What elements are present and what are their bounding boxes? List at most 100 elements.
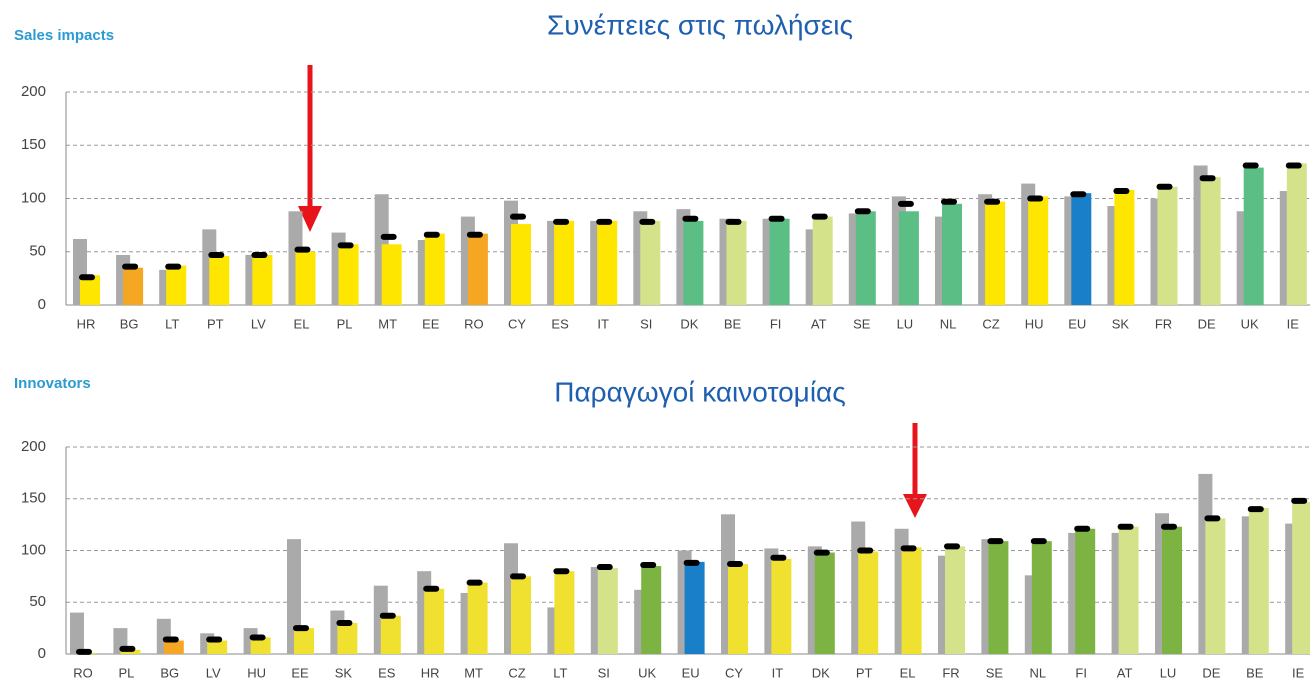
marker [1113,188,1130,195]
marker [770,554,787,561]
marker [725,218,742,225]
marker [119,645,136,652]
x-tick-label: BE [724,316,742,331]
x-tick-label: RO [464,316,484,331]
x-tick-label: HU [1025,316,1044,331]
marker [510,213,526,220]
x-tick-label: CZ [982,316,999,331]
y-tick-label: 50 [29,243,46,260]
marker [1117,523,1134,530]
x-tick-label: FR [942,665,959,680]
marker [76,648,92,655]
bar [166,265,187,305]
x-tick-label: AT [811,316,827,331]
marker [510,573,526,580]
bar [467,233,488,305]
marker [122,263,139,270]
bar [641,566,662,654]
bar [1243,167,1264,305]
x-tick-label: PL [118,665,134,680]
y-tick-label: 100 [21,189,46,206]
bar [769,218,790,305]
marker [380,233,397,240]
bar-reference [70,612,84,654]
arrow [298,65,322,232]
x-tick-label: UK [1241,316,1259,331]
bar [1028,196,1049,305]
bar [554,571,575,654]
x-tick-label: DK [812,665,830,680]
marker [553,218,570,225]
marker [941,198,957,205]
marker [596,564,613,571]
marker [337,242,354,249]
x-tick-label: EU [682,665,700,680]
bar [511,576,531,654]
x-tick-label: BG [120,316,139,331]
marker [1074,525,1091,532]
x-tick-label: IE [1292,665,1305,680]
x-tick-label: SE [986,665,1004,680]
bar [163,640,184,654]
marker [553,568,570,575]
x-tick-label: MT [378,316,397,331]
x-tick-label: SK [1112,316,1130,331]
marker [857,547,874,554]
x-tick-label: SE [853,316,871,331]
x-tick-label: MT [464,665,483,680]
bar [250,637,271,654]
chart-title: Sales impacts [14,27,114,44]
bar [985,201,1006,305]
bar [988,541,1009,654]
bar [1200,177,1221,305]
y-tick-label: 200 [21,438,46,455]
bar [1205,518,1226,654]
marker [1204,515,1221,522]
bar [1286,163,1307,305]
bar [295,251,316,305]
y-tick-label: 0 [38,296,46,313]
marker [165,263,182,270]
marker [768,215,785,222]
bar [1114,189,1135,305]
bar [424,233,445,305]
marker [423,585,440,592]
x-tick-label: RO [73,665,93,680]
bar [1075,528,1096,654]
marker [294,246,311,253]
marker [987,538,1004,545]
bar [1157,186,1178,305]
x-tick-label: EU [1068,316,1086,331]
x-tick-label: DE [1198,316,1216,331]
x-tick-label: HU [247,665,266,680]
marker [208,251,225,258]
x-tick-label: LU [897,316,914,331]
y-tick-label: 150 [21,136,46,153]
bar [123,267,144,305]
x-tick-label: IT [597,316,609,331]
marker [683,559,700,566]
x-tick-label: NL [940,316,957,331]
marker [1291,497,1308,504]
x-tick-label: CZ [508,665,525,680]
x-tick-label: FI [770,316,782,331]
bar [1162,526,1182,654]
marker [79,274,95,281]
marker [727,560,743,567]
x-tick-label: EL [900,665,916,680]
chart-subtitle: Παραγωγοί καινοτομίας [554,376,845,407]
x-tick-label: EL [294,316,310,331]
y-tick-label: 100 [21,541,46,558]
x-tick-label: ES [551,316,569,331]
bar [252,254,273,305]
marker [379,612,396,619]
marker [1242,162,1259,169]
marker [1161,523,1177,530]
x-tick-label: CY [508,316,526,331]
x-tick-label: CY [725,665,743,680]
x-tick-label: SI [640,316,652,331]
chart-subtitle: Συνέπειες στις πωλήσεις [547,9,853,40]
bar [814,552,835,654]
bar [511,224,531,305]
chart-title: Innovators [14,375,91,392]
